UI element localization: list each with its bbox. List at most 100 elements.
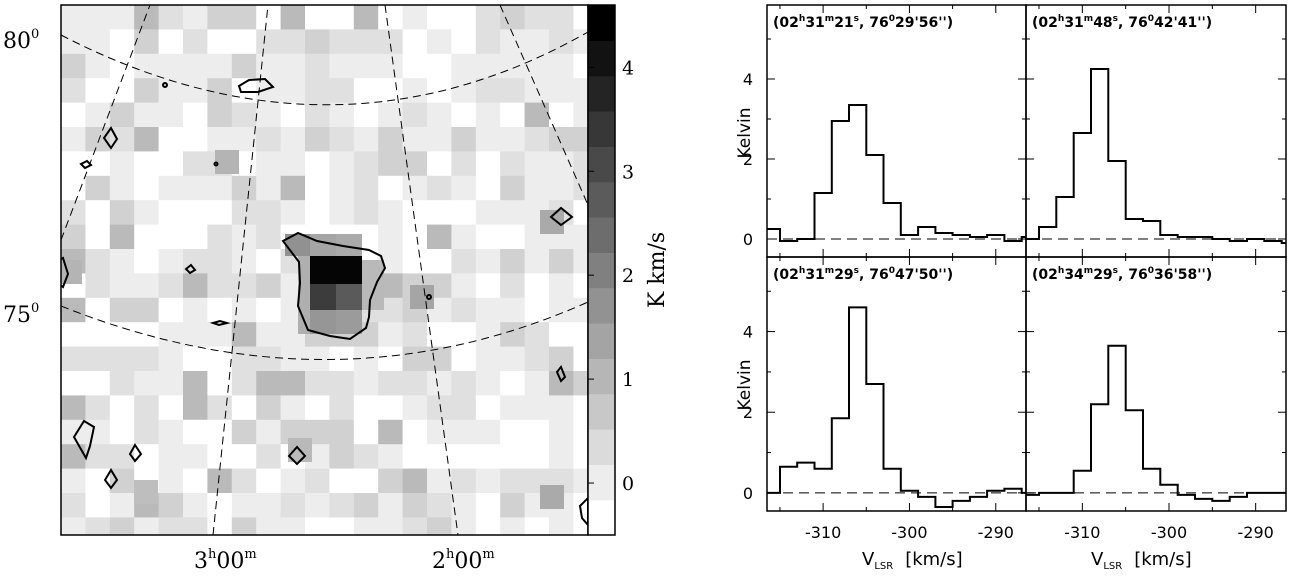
heatmap-cell bbox=[134, 224, 160, 250]
heatmap-cell bbox=[500, 200, 526, 226]
heatmap-cell bbox=[378, 346, 404, 372]
heatmap-cell bbox=[549, 444, 574, 470]
heatmap-cell bbox=[61, 127, 86, 152]
heatmap-cell bbox=[183, 468, 208, 494]
heatmap-cell bbox=[109, 127, 135, 152]
heatmap-cell bbox=[183, 297, 208, 323]
heatmap-cell bbox=[427, 224, 452, 250]
heatmap-cell bbox=[475, 468, 501, 494]
heatmap-cell bbox=[231, 273, 257, 299]
heatmap-cell bbox=[573, 371, 588, 396]
heatmap-cell bbox=[500, 371, 526, 396]
heatmap-cell bbox=[549, 297, 574, 323]
heatmap-cell bbox=[540, 485, 564, 509]
panel-frame bbox=[766, 256, 1027, 512]
heatmap-cell bbox=[256, 297, 282, 323]
heatmap-cell bbox=[183, 5, 208, 30]
colorbar-level bbox=[588, 217, 615, 253]
heatmap-cell bbox=[61, 29, 86, 55]
heatmap-cell bbox=[158, 493, 184, 518]
heatmap-cell bbox=[61, 224, 86, 250]
heatmap-cell bbox=[256, 29, 282, 55]
heatmap-cell bbox=[134, 78, 160, 104]
heatmap-cell bbox=[231, 517, 257, 535]
heatmap-cell bbox=[500, 78, 526, 104]
heatmap-cell bbox=[378, 444, 404, 470]
heatmap-cell bbox=[158, 200, 184, 226]
heatmap-cell bbox=[500, 493, 526, 518]
heatmap-cell bbox=[353, 29, 379, 55]
heatmap-cell bbox=[353, 493, 379, 518]
heatmap-cell bbox=[280, 29, 306, 55]
heatmap-cell bbox=[256, 468, 282, 494]
heatmap-cell bbox=[207, 419, 233, 445]
heatmap-cell bbox=[280, 127, 306, 152]
heatmap-cell bbox=[305, 395, 330, 421]
heatmap-cell bbox=[207, 175, 233, 201]
heatmap-cell bbox=[329, 468, 355, 494]
heatmap-cell bbox=[310, 284, 336, 310]
heatmap-cell bbox=[353, 127, 379, 152]
heatmap-cell bbox=[500, 5, 526, 30]
heatmap-cell bbox=[256, 224, 282, 250]
heatmap-cell bbox=[427, 200, 452, 226]
heatmap-cell bbox=[310, 310, 336, 334]
heatmap-cell bbox=[85, 127, 111, 152]
heatmap-cell bbox=[402, 517, 428, 535]
heatmap-cell bbox=[378, 468, 404, 494]
heatmap-cell bbox=[475, 395, 501, 421]
heatmap-cell bbox=[475, 200, 501, 226]
heatmap-cell bbox=[524, 444, 550, 470]
heatmap-cell bbox=[231, 53, 257, 79]
heatmap-cell bbox=[109, 53, 135, 79]
ra-label-3h: 3h00m bbox=[194, 547, 257, 574]
heatmap-cell bbox=[256, 395, 282, 421]
panel-frame bbox=[1025, 4, 1287, 258]
heatmap-cell bbox=[524, 419, 550, 445]
colorbar-tick-label: 1 bbox=[622, 369, 634, 391]
heatmap-cell bbox=[336, 310, 362, 334]
heatmap-cells bbox=[61, 5, 588, 535]
heatmap-cell bbox=[305, 200, 330, 226]
heatmap-cell bbox=[183, 53, 208, 79]
heatmap-cell bbox=[475, 175, 501, 201]
heatmap-cell bbox=[134, 175, 160, 201]
heatmap-cell bbox=[85, 371, 111, 396]
colorbar-ticks: 0 1 2 3 4 bbox=[588, 57, 634, 495]
heatmap-cell bbox=[427, 493, 452, 518]
heatmap-cell bbox=[573, 322, 588, 348]
heatmap-cell bbox=[353, 395, 379, 421]
heatmap-cell bbox=[402, 444, 428, 470]
heatmap-cell bbox=[573, 200, 588, 226]
heatmap-cell bbox=[183, 127, 208, 152]
colorbar-level bbox=[588, 429, 615, 465]
xlabel-left: VLSR [km/s] bbox=[862, 549, 963, 572]
panel-coordinate-label: (02h34m29s, 76036'58'') bbox=[1032, 266, 1212, 283]
heatmap-cell bbox=[305, 371, 330, 396]
heatmap-cell bbox=[451, 395, 477, 421]
heatmap-cell bbox=[475, 127, 501, 152]
heatmap-cell bbox=[540, 210, 564, 234]
x-tick-label: -310 bbox=[1064, 523, 1100, 542]
heatmap-cell bbox=[475, 297, 501, 323]
heatmap-cell bbox=[231, 297, 257, 323]
heatmap-cell bbox=[402, 371, 428, 396]
heatmap-cell bbox=[61, 102, 86, 128]
heatmap-cell bbox=[549, 419, 574, 445]
heatmap-cell bbox=[329, 102, 355, 128]
heatmap-cell bbox=[158, 53, 184, 79]
heatmap-cell bbox=[500, 273, 526, 299]
heatmap-cell bbox=[85, 102, 111, 128]
heatmap-cell bbox=[109, 102, 135, 128]
ra-gridline-4 bbox=[499, 5, 588, 206]
heatmap-cell bbox=[305, 468, 330, 494]
colorbar-level bbox=[588, 323, 615, 359]
y-tick-label: 2 bbox=[743, 150, 753, 169]
heatmap-cell bbox=[524, 151, 550, 177]
heatmap-cell bbox=[61, 297, 86, 323]
heatmap-cell bbox=[500, 297, 526, 323]
heatmap-cell bbox=[134, 297, 160, 323]
heatmap-cell bbox=[85, 273, 111, 299]
heatmap-cell bbox=[451, 102, 477, 128]
heatmap-cell bbox=[256, 5, 282, 30]
